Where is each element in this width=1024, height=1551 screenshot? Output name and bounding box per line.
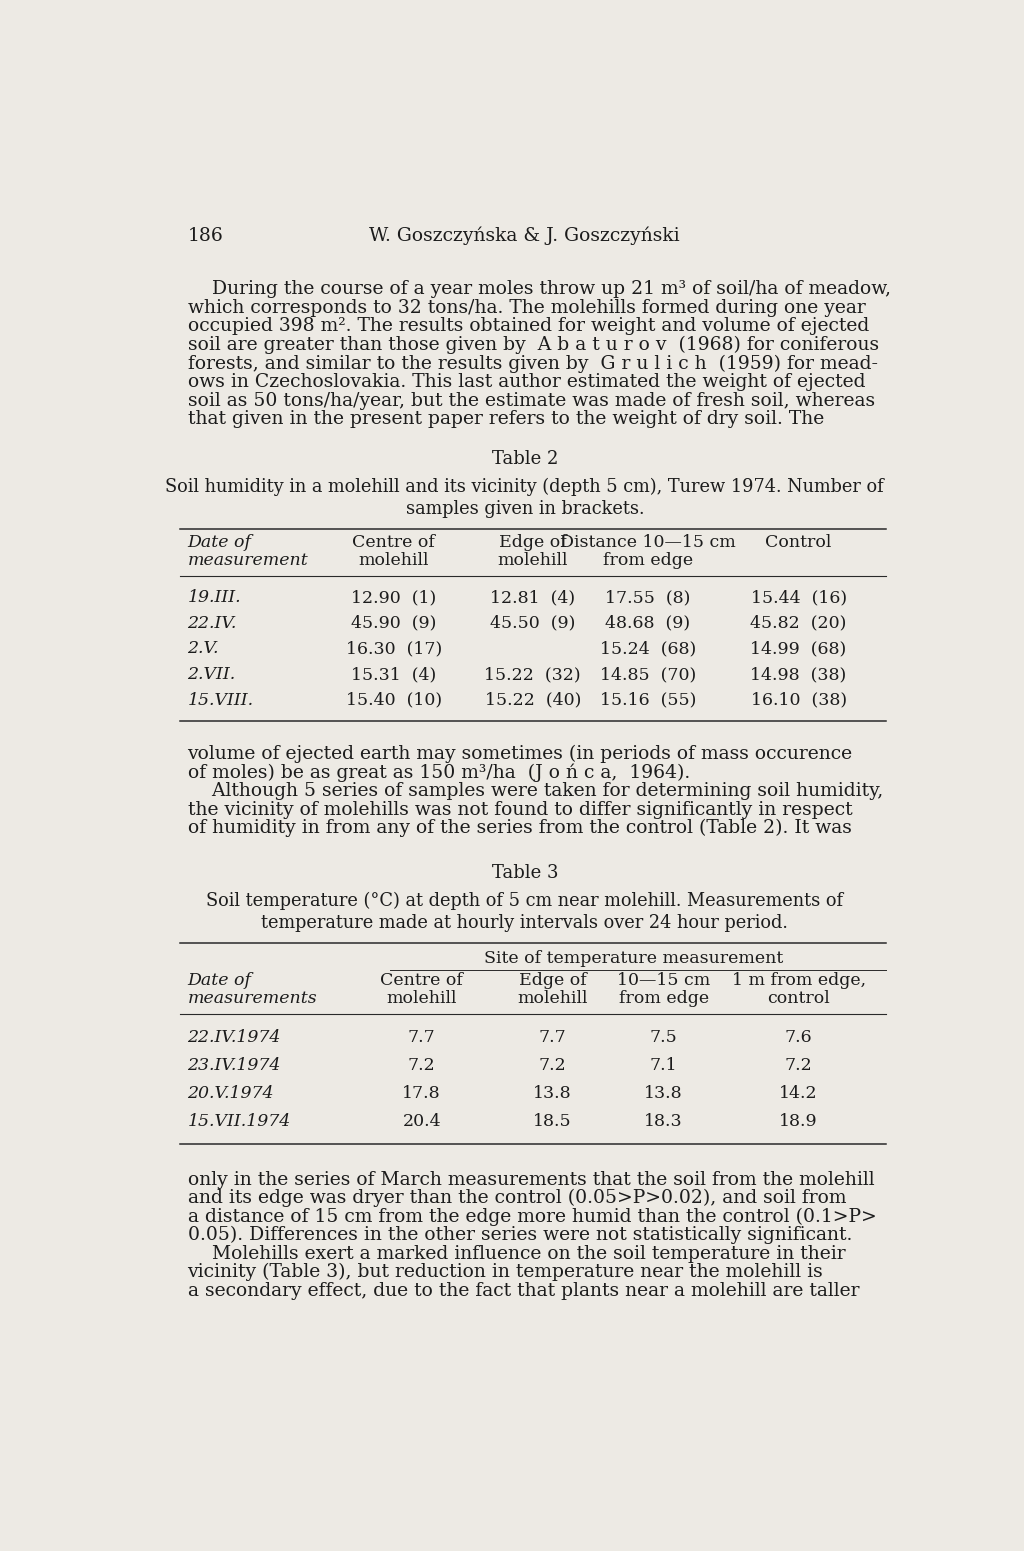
Text: 15.44  (16): 15.44 (16) (751, 589, 847, 606)
Text: Table 2: Table 2 (492, 450, 558, 468)
Text: vicinity (Table 3), but reduction in temperature near the molehill is: vicinity (Table 3), but reduction in tem… (187, 1263, 823, 1281)
Text: 19.III.: 19.III. (187, 589, 241, 606)
Text: 13.8: 13.8 (644, 1084, 683, 1101)
Text: of moles) be as great as 150 m³/ha  (J o ń c a,  1964).: of moles) be as great as 150 m³/ha (J o … (187, 763, 690, 782)
Text: which corresponds to 32 tons/ha. The molehills formed during one year: which corresponds to 32 tons/ha. The mol… (187, 299, 865, 316)
Text: a distance of 15 cm from the edge more humid than the control (0.1>P>: a distance of 15 cm from the edge more h… (187, 1208, 877, 1225)
Text: 22.IV.: 22.IV. (187, 614, 237, 631)
Text: 2.VII.: 2.VII. (187, 667, 236, 682)
Text: samples given in brackets.: samples given in brackets. (406, 499, 644, 518)
Text: the vicinity of molehills was not found to differ significantly in respect: the vicinity of molehills was not found … (187, 800, 852, 819)
Text: from edge: from edge (603, 552, 693, 569)
Text: molehill: molehill (358, 552, 429, 569)
Text: 15.VIII.: 15.VIII. (187, 692, 254, 709)
Text: 18.5: 18.5 (534, 1112, 571, 1129)
Text: Date of: Date of (187, 534, 252, 551)
Text: Site of temperature measurement: Site of temperature measurement (484, 951, 783, 968)
Text: molehill: molehill (386, 990, 457, 1007)
Text: 15.VII.1974: 15.VII.1974 (187, 1112, 291, 1129)
Text: Date of: Date of (187, 972, 252, 990)
Text: control: control (767, 990, 830, 1007)
Text: 0.05). Differences in the other series were not statistically significant.: 0.05). Differences in the other series w… (187, 1227, 852, 1244)
Text: Soil humidity in a molehill and its vicinity (depth 5 cm), Turew 1974. Number of: Soil humidity in a molehill and its vici… (166, 478, 884, 496)
Text: molehill: molehill (498, 552, 568, 569)
Text: 7.7: 7.7 (539, 1028, 566, 1045)
Text: Although 5 series of samples were taken for determining soil humidity,: Although 5 series of samples were taken … (187, 782, 883, 800)
Text: 7.2: 7.2 (539, 1056, 566, 1073)
Text: measurements: measurements (187, 990, 317, 1007)
Text: Molehills exert a marked influence on the soil temperature in their: Molehills exert a marked influence on th… (187, 1245, 845, 1263)
Text: 15.16  (55): 15.16 (55) (600, 692, 696, 709)
Text: 18.9: 18.9 (779, 1112, 818, 1129)
Text: Centre of: Centre of (352, 534, 435, 551)
Text: 14.85  (70): 14.85 (70) (600, 667, 696, 682)
Text: 22.IV.1974: 22.IV.1974 (187, 1028, 281, 1045)
Text: 7.5: 7.5 (650, 1028, 678, 1045)
Text: 7.2: 7.2 (784, 1056, 812, 1073)
Text: of humidity in from any of the series from the control (Table 2). It was: of humidity in from any of the series fr… (187, 819, 851, 838)
Text: a secondary effect, due to the fact that plants near a molehill are taller: a secondary effect, due to the fact that… (187, 1281, 859, 1300)
Text: During the course of a year moles throw up 21 m³ of soil/ha of meadow,: During the course of a year moles throw … (187, 281, 891, 298)
Text: 18.3: 18.3 (644, 1112, 683, 1129)
Text: that given in the present paper refers to the weight of dry soil. The: that given in the present paper refers t… (187, 409, 823, 428)
Text: 15.40  (10): 15.40 (10) (346, 692, 442, 709)
Text: measurement: measurement (187, 552, 308, 569)
Text: Control: Control (765, 534, 831, 551)
Text: 13.8: 13.8 (534, 1084, 571, 1101)
Text: 16.10  (38): 16.10 (38) (751, 692, 847, 709)
Text: 14.98  (38): 14.98 (38) (751, 667, 847, 682)
Text: 45.50  (9): 45.50 (9) (490, 614, 575, 631)
Text: 17.8: 17.8 (402, 1084, 441, 1101)
Text: 15.31  (4): 15.31 (4) (351, 667, 436, 682)
Text: only in the series of March measurements that the soil from the molehill: only in the series of March measurements… (187, 1171, 874, 1188)
Text: 45.82  (20): 45.82 (20) (751, 614, 847, 631)
Text: forests, and similar to the results given by  G r u l i c h  (1959) for mead-: forests, and similar to the results give… (187, 355, 878, 372)
Text: Table 3: Table 3 (492, 864, 558, 883)
Text: 15.22  (32): 15.22 (32) (484, 667, 581, 682)
Text: Edge of: Edge of (519, 972, 587, 990)
Text: Edge of: Edge of (499, 534, 566, 551)
Text: 14.99  (68): 14.99 (68) (751, 641, 847, 658)
Text: 15.24  (68): 15.24 (68) (600, 641, 696, 658)
Text: 7.7: 7.7 (408, 1028, 435, 1045)
Text: temperature made at hourly intervals over 24 hour period.: temperature made at hourly intervals ove… (261, 914, 788, 932)
Text: soil as 50 tons/ha/year, but the estimate was made of fresh soil, whereas: soil as 50 tons/ha/year, but the estimat… (187, 391, 874, 409)
Text: Soil temperature (°C) at depth of 5 cm near molehill. Measurements of: Soil temperature (°C) at depth of 5 cm n… (206, 892, 844, 910)
Text: 7.6: 7.6 (784, 1028, 812, 1045)
Text: 186: 186 (187, 226, 223, 245)
Text: 48.68  (9): 48.68 (9) (605, 614, 690, 631)
Text: Centre of: Centre of (380, 972, 463, 990)
Text: 7.1: 7.1 (650, 1056, 678, 1073)
Text: W. Goszczyńska & J. Goszczyński: W. Goszczyńska & J. Goszczyński (370, 226, 680, 245)
Text: 1 m from edge,: 1 m from edge, (731, 972, 865, 990)
Text: molehill: molehill (517, 990, 588, 1007)
Text: 20.V.1974: 20.V.1974 (187, 1084, 274, 1101)
Text: occupied 398 m². The results obtained for weight and volume of ejected: occupied 398 m². The results obtained fo… (187, 318, 868, 335)
Text: 12.81  (4): 12.81 (4) (490, 589, 575, 606)
Text: ows in Czechoslovakia. This last author estimated the weight of ejected: ows in Czechoslovakia. This last author … (187, 374, 865, 391)
Text: 17.55  (8): 17.55 (8) (605, 589, 690, 606)
Text: 23.IV.1974: 23.IV.1974 (187, 1056, 281, 1073)
Text: 10—15 cm: 10—15 cm (617, 972, 711, 990)
Text: from edge: from edge (618, 990, 709, 1007)
Text: 15.22  (40): 15.22 (40) (484, 692, 581, 709)
Text: 2.V.: 2.V. (187, 641, 219, 658)
Text: 16.30  (17): 16.30 (17) (346, 641, 442, 658)
Text: 45.90  (9): 45.90 (9) (351, 614, 436, 631)
Text: soil are greater than those given by  A b a t u r o v  (1968) for coniferous: soil are greater than those given by A b… (187, 337, 879, 354)
Text: volume of ejected earth may sometimes (in periods of mass occurence: volume of ejected earth may sometimes (i… (187, 744, 853, 763)
Text: Distance 10—15 cm: Distance 10—15 cm (560, 534, 735, 551)
Text: 12.90  (1): 12.90 (1) (351, 589, 436, 606)
Text: 14.2: 14.2 (779, 1084, 818, 1101)
Text: 20.4: 20.4 (402, 1112, 441, 1129)
Text: 7.2: 7.2 (408, 1056, 435, 1073)
Text: and its edge was dryer than the control (0.05>P>0.02), and soil from: and its edge was dryer than the control … (187, 1190, 846, 1207)
